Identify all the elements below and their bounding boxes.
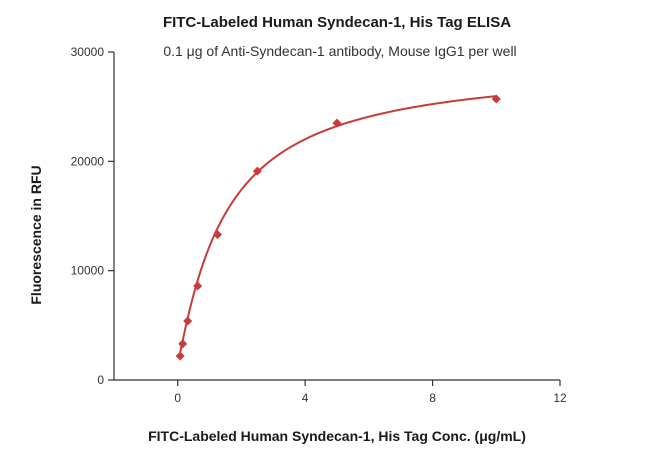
data-point bbox=[175, 351, 185, 361]
fit-curve bbox=[179, 95, 497, 353]
x-tick-label: 8 bbox=[429, 391, 436, 405]
data-point bbox=[193, 281, 203, 291]
chart-subtitle: 0.1 μg of Anti-Syndecan-1 antibody, Mous… bbox=[163, 43, 516, 59]
x-tick-label: 4 bbox=[302, 391, 309, 405]
data-point bbox=[332, 118, 342, 128]
data-point bbox=[178, 339, 188, 349]
y-tick-label: 10000 bbox=[71, 264, 105, 278]
x-ticks: 0 4 8 12 bbox=[174, 380, 567, 405]
data-points bbox=[175, 94, 501, 361]
data-point bbox=[491, 94, 501, 104]
data-point bbox=[213, 230, 223, 240]
y-tick-label: 30000 bbox=[71, 45, 105, 59]
data-point bbox=[183, 316, 193, 326]
axes bbox=[113, 52, 560, 381]
y-tick-label: 0 bbox=[97, 373, 104, 387]
data-point bbox=[252, 166, 262, 176]
y-tick-label: 20000 bbox=[71, 154, 105, 168]
y-ticks: 0 10000 20000 30000 bbox=[71, 45, 114, 387]
x-axis-label: FITC-Labeled Human Syndecan-1, His Tag C… bbox=[148, 428, 526, 444]
y-axis-label: Fluorescence in RFU bbox=[28, 165, 44, 304]
chart-title: FITC-Labeled Human Syndecan-1, His Tag E… bbox=[163, 14, 511, 31]
x-tick-label: 12 bbox=[553, 391, 567, 405]
x-tick-label: 0 bbox=[174, 391, 181, 405]
